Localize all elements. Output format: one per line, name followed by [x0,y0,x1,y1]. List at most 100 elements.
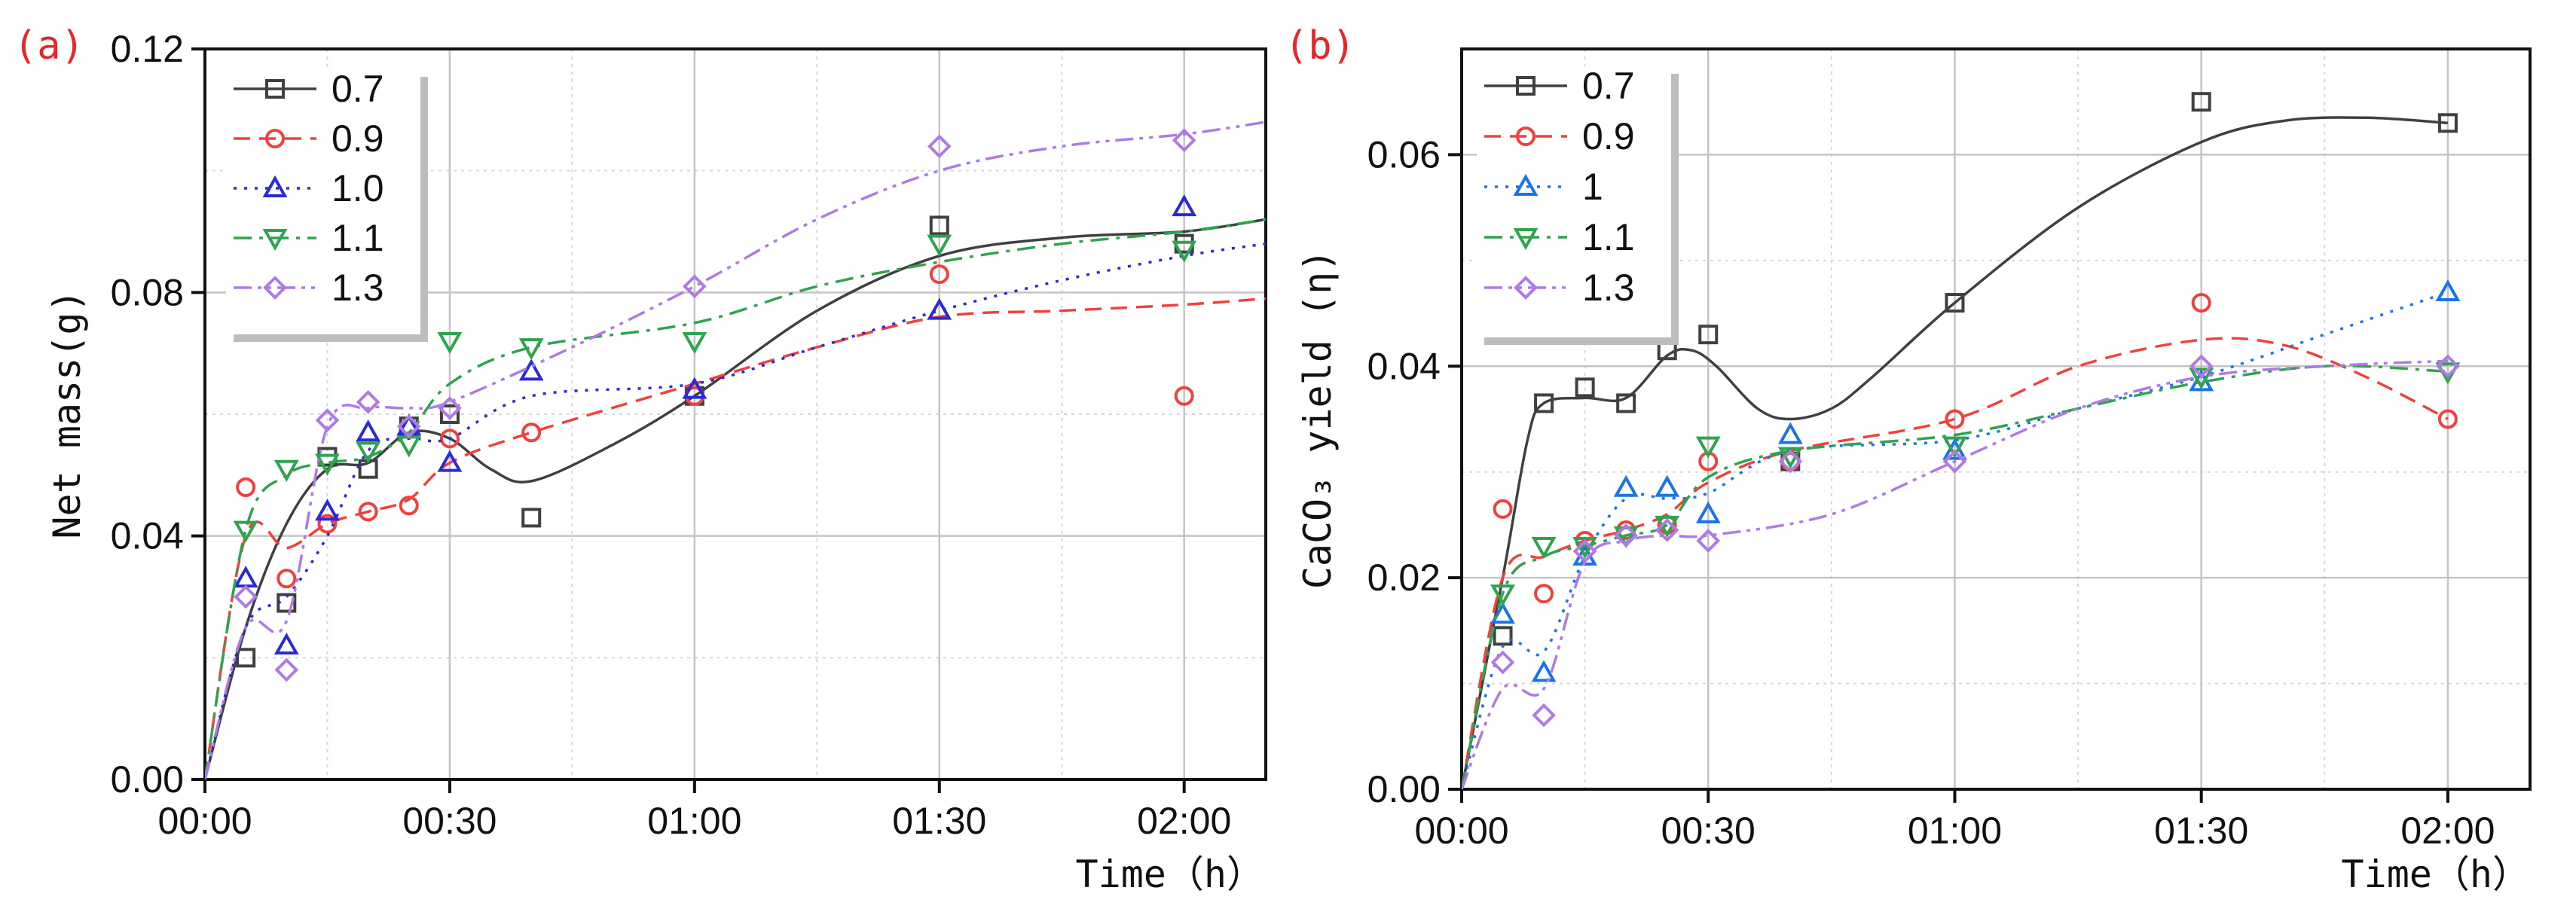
series-1.1 [205,218,1266,779]
data-point-0.7 [521,508,542,528]
data-point-1.1 [1695,436,1721,459]
legend: 0.7 0.9 1.0 1.1 1.3 [226,68,428,342]
data-point-1.0 [518,358,544,381]
legend-label-1.1: 1.1 [1582,216,1635,258]
y-tick-label: 0.08 [111,271,184,313]
y-tick-label: 0.04 [1367,345,1441,387]
data-point-1.3 [396,414,421,438]
data-point-0.7 [1493,626,1513,646]
legend-label-1.0: 1.0 [332,167,384,209]
data-point-1.3 [1655,518,1679,542]
plot-frame [203,47,1267,781]
y-tick-label: 0.02 [1367,557,1441,599]
data-point-1.3 [2189,354,2214,379]
data-point-1.3 [1490,650,1515,675]
data-point-1.1 [437,332,463,355]
data-point-0.7 [1945,293,1965,313]
x-tick-label: 00:30 [1661,810,1756,852]
x-tick-label: 01:30 [892,800,986,842]
series-curve-1 [1462,291,2449,789]
data-point-0.7 [439,404,460,424]
data-point-1 [1490,602,1515,624]
data-point-0.7 [1616,393,1636,413]
panel-label: (a) [14,23,84,69]
legend-marker-1 [1513,173,1539,196]
data-point-1.1 [273,459,299,482]
legend-marker-1.1 [262,229,288,252]
data-point-1.3 [1778,449,1803,474]
data-point-1.1 [1942,436,1967,459]
legend-box [1477,66,1671,337]
x-tick-label: 02:00 [2400,810,2495,852]
legend-marker-1.0 [262,175,288,197]
series-1.3 [1462,354,2460,789]
data-point-1.1 [356,441,381,464]
data-point-0.9 [1174,386,1194,406]
data-point-0.7 [1575,377,1595,398]
series-curve-1.0 [205,242,1266,779]
data-point-0.9 [1493,499,1513,519]
legend-marker-0.7 [1516,76,1536,96]
data-point-0.9 [399,496,419,516]
y-tick-label: 0.00 [111,758,184,801]
legend-marker-0.9 [1516,127,1536,146]
data-point-0.9 [929,264,949,285]
legend-marker-0.9 [265,129,285,148]
series-1.1 [1462,362,2461,789]
data-point-0.9 [2437,409,2458,429]
data-point-1.1 [1172,240,1197,263]
series-curve-1.3 [1462,359,2448,789]
data-point-1.1 [927,234,952,257]
data-point-1 [2435,279,2461,301]
y-tick-label: 0.12 [111,28,184,70]
data-point-1.1 [518,338,544,361]
data-point-1.1 [682,332,707,355]
data-point-0.9 [439,429,460,449]
data-point-0.9 [2191,293,2211,313]
y-tick-label: 0.00 [1367,768,1441,810]
series-curve-1.1 [205,218,1266,779]
legend-label-1.3: 1.3 [332,267,384,309]
data-point-1.3 [1572,539,1597,563]
data-point-0.9 [317,514,338,534]
legend-label-0.7: 0.7 [1582,65,1635,107]
series-0.9 [1462,293,2458,789]
data-point-1 [1613,474,1639,497]
data-point-1.1 [233,520,258,543]
series-0.7 [1462,92,2458,789]
x-axis-title: Time（h） [2341,852,2530,896]
series-curve-1.1 [1462,364,2448,789]
y-tick-label: 0.06 [1367,133,1441,175]
y-tick-label: 0.04 [111,515,184,557]
legend-marker-1.1 [1513,228,1539,251]
data-point-1.3 [1614,523,1638,547]
data-point-1.3 [1942,449,1967,474]
x-tick-label: 02:00 [1137,800,1231,842]
data-point-0.7 [929,215,949,236]
y-axis-title: CaCO₃ yield (η) [1296,249,1340,590]
data-point-1.1 [1531,537,1557,560]
data-point-0.7 [236,648,256,668]
series-1 [1462,279,2461,789]
legend-marker-1.3 [1514,276,1538,300]
data-point-1.0 [273,633,299,655]
data-point-1.0 [315,499,340,521]
data-point-1.3 [1172,128,1196,153]
data-point-1 [1695,501,1721,523]
data-point-0.9 [521,422,542,443]
data-point-1.0 [437,450,463,472]
legend: 0.7 0.9 1 1.1 1.3 [1477,65,1679,345]
series-0.9 [205,264,1266,779]
data-point-1.1 [315,453,340,476]
data-point-1.3 [274,657,299,682]
data-point-0.7 [1698,325,1719,345]
x-tick-label: 01:00 [647,800,741,842]
series-curve-0.7 [205,218,1266,779]
y-axis-title: Net mass(g) [45,289,89,538]
plot-frame [1460,47,2532,791]
data-point-1.1 [1490,584,1515,607]
legend-label-1.1: 1.1 [332,217,384,259]
legend-label-1.3: 1.3 [1582,267,1635,309]
data-point-0.9 [236,477,256,497]
